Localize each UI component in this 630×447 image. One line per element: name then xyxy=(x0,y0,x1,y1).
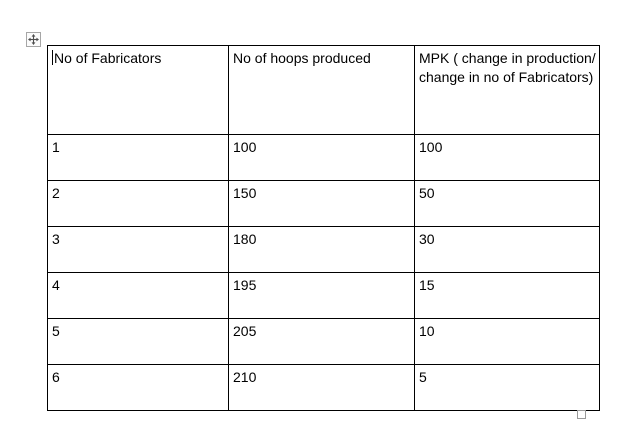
header-label: No of Fabricators xyxy=(54,50,162,66)
table-row: 6 210 5 xyxy=(47,364,600,411)
table-header-row: No of Fabricators No of hoops produced M… xyxy=(47,45,600,135)
table-cell[interactable]: 6 xyxy=(47,364,229,411)
header-cell-hoops[interactable]: No of hoops produced xyxy=(228,45,415,135)
table-cell[interactable]: 10 xyxy=(414,318,600,365)
text-cursor xyxy=(52,50,53,65)
table-cell[interactable]: 205 xyxy=(228,318,415,365)
header-cell-mpk[interactable]: MPK ( change in production/ change in no… xyxy=(414,45,600,135)
table-cell[interactable]: 5 xyxy=(47,318,229,365)
table-row: 2 150 50 xyxy=(47,180,600,227)
move-icon xyxy=(28,34,39,45)
document-table: No of Fabricators No of hoops produced M… xyxy=(47,45,600,411)
table-row: 1 100 100 xyxy=(47,134,600,181)
table-cell[interactable]: 100 xyxy=(414,134,600,181)
table-cell[interactable]: 3 xyxy=(47,226,229,273)
table-cell[interactable]: 5 xyxy=(414,364,600,411)
table-cell[interactable]: 195 xyxy=(228,272,415,319)
table-cell[interactable]: 100 xyxy=(228,134,415,181)
table-cell[interactable]: 30 xyxy=(414,226,600,273)
table-row: 3 180 30 xyxy=(47,226,600,273)
header-label: No of hoops produced xyxy=(233,50,371,66)
table-row: 4 195 15 xyxy=(47,272,600,319)
table-cell[interactable]: 180 xyxy=(228,226,415,273)
table-cell[interactable]: 2 xyxy=(47,180,229,227)
table-cell[interactable]: 210 xyxy=(228,364,415,411)
table-cell[interactable]: 1 xyxy=(47,134,229,181)
table-cell[interactable]: 4 xyxy=(47,272,229,319)
table-cell[interactable]: 50 xyxy=(414,180,600,227)
table-move-handle[interactable] xyxy=(26,32,41,47)
table-cell[interactable]: 15 xyxy=(414,272,600,319)
header-label: MPK ( change in production/ change in no… xyxy=(419,50,596,85)
table-cell[interactable]: 150 xyxy=(228,180,415,227)
header-cell-fabricators[interactable]: No of Fabricators xyxy=(47,45,229,135)
table-row: 5 205 10 xyxy=(47,318,600,365)
table-resize-handle[interactable] xyxy=(577,410,586,419)
